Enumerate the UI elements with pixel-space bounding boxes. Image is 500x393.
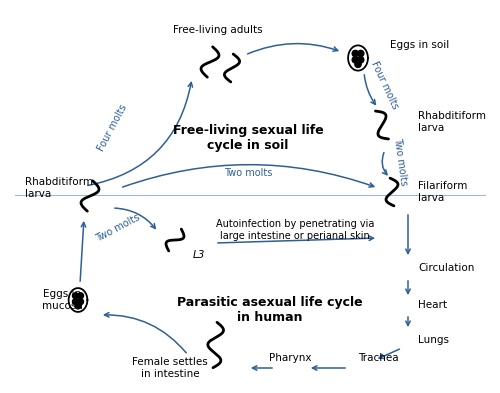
Text: L3: L3: [193, 250, 205, 260]
Text: Filariform
larva: Filariform larva: [418, 181, 468, 203]
Text: Circulation: Circulation: [418, 263, 474, 273]
Text: Rhabditiform
larva: Rhabditiform larva: [418, 111, 486, 133]
Circle shape: [78, 293, 84, 299]
Text: Two molts: Two molts: [392, 137, 408, 187]
Circle shape: [72, 299, 78, 305]
Text: Trachea: Trachea: [358, 353, 399, 363]
Text: Pharynx: Pharynx: [269, 353, 311, 363]
Text: Four molts: Four molts: [96, 103, 128, 153]
Circle shape: [352, 57, 358, 63]
Text: Autoinfection by penetrating via
large intestine or perianal skin: Autoinfection by penetrating via large i…: [216, 219, 374, 241]
Circle shape: [352, 50, 358, 57]
Text: Eggs in soil: Eggs in soil: [390, 40, 449, 50]
Circle shape: [358, 57, 364, 63]
Text: Free-living sexual life
cycle in soil: Free-living sexual life cycle in soil: [172, 124, 324, 152]
Circle shape: [75, 303, 81, 309]
Text: Heart: Heart: [418, 300, 447, 310]
Text: Two molts: Two molts: [94, 212, 142, 244]
Text: Two molts: Two molts: [224, 168, 272, 178]
Text: Parasitic asexual life cycle
in human: Parasitic asexual life cycle in human: [177, 296, 363, 324]
Circle shape: [358, 50, 364, 57]
Text: Lungs: Lungs: [418, 335, 449, 345]
Circle shape: [78, 299, 84, 305]
Text: Rhabditiform
larva: Rhabditiform larva: [25, 177, 93, 199]
Text: Four molts: Four molts: [370, 59, 400, 110]
Circle shape: [355, 61, 361, 68]
Text: Free-living adults: Free-living adults: [173, 25, 263, 35]
Circle shape: [72, 293, 78, 299]
Text: Eggs in
mucosa: Eggs in mucosa: [42, 289, 82, 311]
Text: Female settles
in intestine: Female settles in intestine: [132, 357, 208, 379]
